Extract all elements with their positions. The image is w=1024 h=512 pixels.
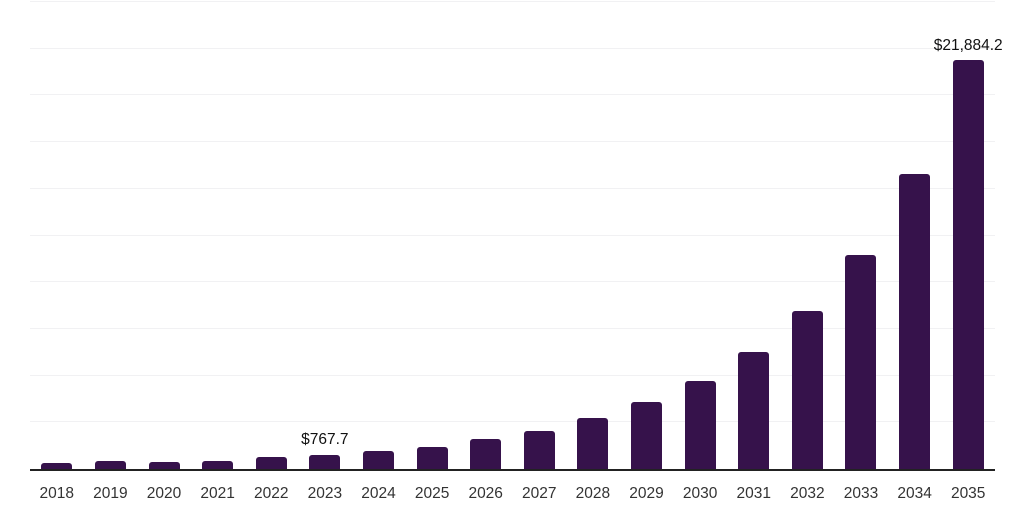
x-axis-label-2021: 2021	[200, 485, 235, 502]
gridline	[30, 141, 995, 143]
x-axis-label-2018: 2018	[39, 485, 75, 502]
gridline	[30, 234, 995, 236]
x-axis-label-2026: 2026	[468, 485, 503, 502]
gridline	[30, 1, 995, 2]
x-axis-label-2035: 2035	[950, 485, 986, 502]
bar-2027[interactable]	[523, 430, 555, 469]
bar-2028[interactable]	[577, 418, 609, 469]
bar-2025[interactable]	[416, 446, 448, 469]
bar-2029[interactable]	[631, 401, 663, 469]
x-axis-label-2022: 2022	[254, 485, 289, 502]
gridline	[30, 281, 995, 283]
x-axis-label-2031: 2031	[736, 485, 771, 502]
gridline	[30, 47, 995, 49]
gridline	[30, 327, 995, 329]
gridline	[30, 374, 995, 376]
bar-2026[interactable]	[470, 438, 502, 469]
x-axis-label-2034: 2034	[897, 485, 932, 502]
bar-2020[interactable]	[148, 461, 180, 469]
x-axis-label-2028: 2028	[575, 485, 611, 502]
bar-2031[interactable]	[738, 352, 770, 469]
bar-2030[interactable]	[684, 381, 716, 469]
x-axis-label-2025: 2025	[414, 485, 450, 502]
bar-2021[interactable]	[202, 461, 234, 469]
bar-2032[interactable]	[791, 311, 823, 469]
x-axis-label-2024: 2024	[361, 485, 396, 502]
x-axis-label-2033: 2033	[843, 485, 879, 502]
plot-area: $767.7 $21,884.2	[30, 1, 1003, 469]
gridline	[30, 94, 995, 96]
bar-2024[interactable]	[362, 450, 394, 469]
gridline	[30, 421, 995, 423]
bar-2033[interactable]	[845, 255, 877, 469]
x-axis-label-2019: 2019	[93, 485, 128, 502]
gridline	[30, 187, 995, 189]
bar-2018[interactable]	[41, 462, 73, 469]
bar-2023[interactable]	[309, 454, 341, 469]
x-axis-label-2023: 2023	[307, 485, 343, 502]
bar-2035[interactable]	[952, 60, 984, 469]
bar-2022[interactable]	[255, 457, 287, 469]
bar-2034[interactable]	[899, 174, 931, 469]
x-axis-label-2027: 2027	[522, 485, 557, 502]
x-axis-line	[30, 469, 995, 471]
bar-value-label-2023: $767.7	[301, 431, 349, 449]
x-axis-label-2032: 2032	[790, 485, 825, 502]
x-axis-label-2029: 2029	[629, 485, 664, 502]
bar-2019[interactable]	[94, 460, 126, 469]
x-axis-label-2030: 2030	[682, 485, 718, 502]
bar-value-label-2035: $21,884.2	[933, 36, 1003, 54]
x-axis-label-2020: 2020	[146, 485, 182, 502]
